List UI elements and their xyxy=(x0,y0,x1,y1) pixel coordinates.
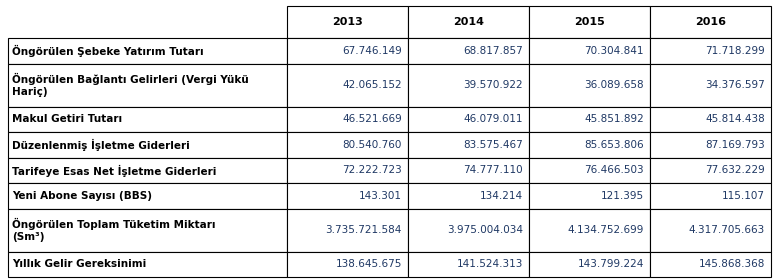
Text: 4.317.705.663: 4.317.705.663 xyxy=(689,225,765,235)
Text: Tarifeye Esas Net İşletme Giderleri: Tarifeye Esas Net İşletme Giderleri xyxy=(12,164,217,176)
Bar xyxy=(408,38,529,64)
Bar xyxy=(408,132,529,158)
Text: 80.540.760: 80.540.760 xyxy=(343,140,402,150)
Text: 46.079.011: 46.079.011 xyxy=(463,115,523,124)
Bar xyxy=(8,183,288,209)
Bar xyxy=(650,132,771,158)
Bar xyxy=(408,64,529,107)
Bar xyxy=(408,252,529,277)
Text: 83.575.467: 83.575.467 xyxy=(463,140,523,150)
Text: Öngörülen Toplam Tüketim Miktarı
(Sm³): Öngörülen Toplam Tüketim Miktarı (Sm³) xyxy=(12,218,216,242)
Text: 2016: 2016 xyxy=(695,17,726,27)
Text: Düzenlenmiş İşletme Giderleri: Düzenlenmiş İşletme Giderleri xyxy=(12,139,190,151)
Text: 143.799.224: 143.799.224 xyxy=(577,260,644,269)
Bar xyxy=(650,158,771,183)
Bar xyxy=(650,64,771,107)
Bar xyxy=(650,107,771,132)
Text: 46.521.669: 46.521.669 xyxy=(343,115,402,124)
Text: 2014: 2014 xyxy=(453,17,484,27)
Bar xyxy=(529,38,650,64)
Bar xyxy=(8,158,288,183)
Text: 67.746.149: 67.746.149 xyxy=(343,46,402,56)
Bar xyxy=(650,183,771,209)
Bar xyxy=(408,158,529,183)
Bar xyxy=(288,38,408,64)
Bar xyxy=(529,209,650,252)
Text: 138.645.675: 138.645.675 xyxy=(336,260,402,269)
Text: 45.814.438: 45.814.438 xyxy=(705,115,765,124)
Text: 134.214: 134.214 xyxy=(480,191,523,201)
Bar xyxy=(8,38,288,64)
Bar xyxy=(288,132,408,158)
Text: 115.107: 115.107 xyxy=(722,191,765,201)
Text: 76.466.503: 76.466.503 xyxy=(584,165,644,176)
Bar xyxy=(8,209,288,252)
Bar xyxy=(288,183,408,209)
Text: 68.817.857: 68.817.857 xyxy=(463,46,523,56)
Text: 87.169.793: 87.169.793 xyxy=(705,140,765,150)
Bar xyxy=(650,209,771,252)
Bar xyxy=(529,252,650,277)
Bar xyxy=(8,107,288,132)
Text: 72.222.723: 72.222.723 xyxy=(343,165,402,176)
Bar xyxy=(529,158,650,183)
Bar xyxy=(529,64,650,107)
Text: Makul Getiri Tutarı: Makul Getiri Tutarı xyxy=(12,115,122,124)
Bar xyxy=(288,107,408,132)
Text: 3.735.721.584: 3.735.721.584 xyxy=(326,225,402,235)
Text: 77.632.229: 77.632.229 xyxy=(705,165,765,176)
Bar xyxy=(288,252,408,277)
Bar xyxy=(8,252,288,277)
Text: 39.570.922: 39.570.922 xyxy=(463,80,523,90)
Bar xyxy=(529,132,650,158)
Bar xyxy=(650,38,771,64)
Text: Yeni Abone Sayısı (BBS): Yeni Abone Sayısı (BBS) xyxy=(12,191,153,201)
Bar xyxy=(288,64,408,107)
Bar xyxy=(408,6,529,38)
Text: 2015: 2015 xyxy=(574,17,605,27)
Text: 74.777.110: 74.777.110 xyxy=(463,165,523,176)
Text: 2013: 2013 xyxy=(332,17,363,27)
Text: 3.975.004.034: 3.975.004.034 xyxy=(447,225,523,235)
Bar xyxy=(288,6,408,38)
Text: 141.524.313: 141.524.313 xyxy=(456,260,523,269)
Text: 45.851.892: 45.851.892 xyxy=(584,115,644,124)
Text: 121.395: 121.395 xyxy=(601,191,644,201)
Text: 42.065.152: 42.065.152 xyxy=(343,80,402,90)
Text: 34.376.597: 34.376.597 xyxy=(705,80,765,90)
Text: 145.868.368: 145.868.368 xyxy=(698,260,765,269)
Text: 143.301: 143.301 xyxy=(359,191,402,201)
Bar xyxy=(8,132,288,158)
Text: Öngörülen Bağlantı Gelirleri (Vergi Yükü
Hariç): Öngörülen Bağlantı Gelirleri (Vergi Yükü… xyxy=(12,73,249,97)
Bar xyxy=(408,107,529,132)
Bar xyxy=(650,252,771,277)
Text: 85.653.806: 85.653.806 xyxy=(584,140,644,150)
Bar xyxy=(529,6,650,38)
Bar xyxy=(408,183,529,209)
Text: 4.134.752.699: 4.134.752.699 xyxy=(567,225,644,235)
Text: Öngörülen Şebeke Yatırım Tutarı: Öngörülen Şebeke Yatırım Tutarı xyxy=(12,45,204,57)
Bar xyxy=(288,209,408,252)
Text: 71.718.299: 71.718.299 xyxy=(705,46,765,56)
Bar xyxy=(408,209,529,252)
Text: 36.089.658: 36.089.658 xyxy=(584,80,644,90)
Text: 70.304.841: 70.304.841 xyxy=(584,46,644,56)
Bar xyxy=(288,158,408,183)
Bar xyxy=(8,64,288,107)
Bar xyxy=(529,183,650,209)
Text: Yıllık Gelir Gereksinimi: Yıllık Gelir Gereksinimi xyxy=(12,260,146,269)
Bar xyxy=(650,6,771,38)
Bar xyxy=(529,107,650,132)
